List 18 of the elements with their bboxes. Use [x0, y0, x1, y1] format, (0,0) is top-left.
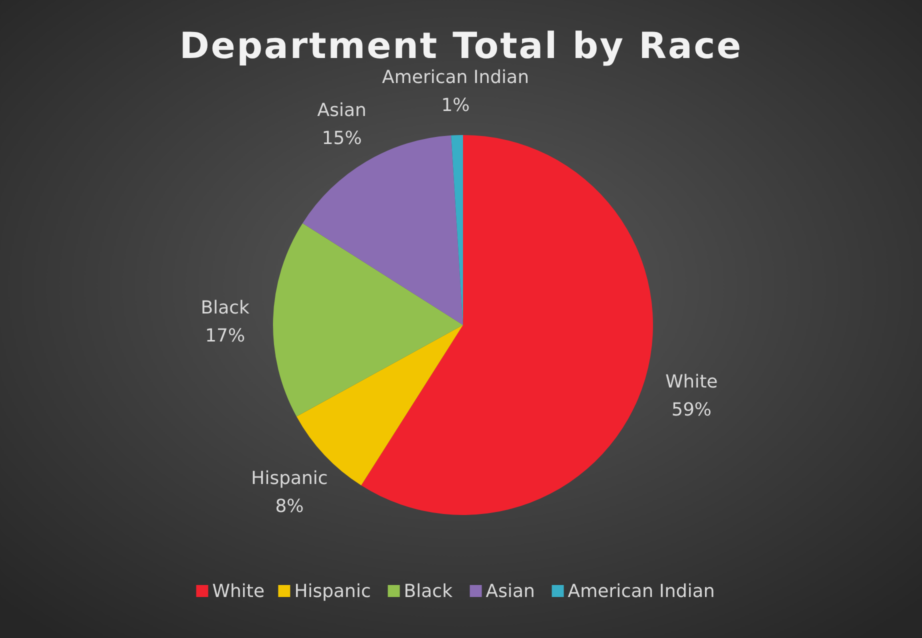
slice-label: White — [665, 371, 718, 392]
slice-label: Hispanic — [251, 468, 328, 489]
slice-label: Asian — [317, 100, 366, 122]
legend-label: Black — [404, 581, 454, 602]
data-label: 17% — [205, 326, 246, 347]
chart-title: Department Total by Race — [179, 26, 743, 67]
data-label: 1% — [441, 95, 470, 116]
data-label: 59% — [672, 399, 712, 420]
slice-label: Black — [200, 298, 250, 319]
slice-label: American Indian — [382, 67, 530, 88]
legend-label: White — [212, 581, 265, 602]
data-label: 8% — [275, 496, 304, 517]
pie-slice — [273, 223, 463, 417]
pie-slice — [361, 135, 653, 515]
legend-label: American Indian — [568, 581, 715, 602]
legend-label: Asian — [486, 581, 535, 602]
legend-label: Hispanic — [294, 581, 371, 602]
data-label: 15% — [322, 128, 362, 150]
